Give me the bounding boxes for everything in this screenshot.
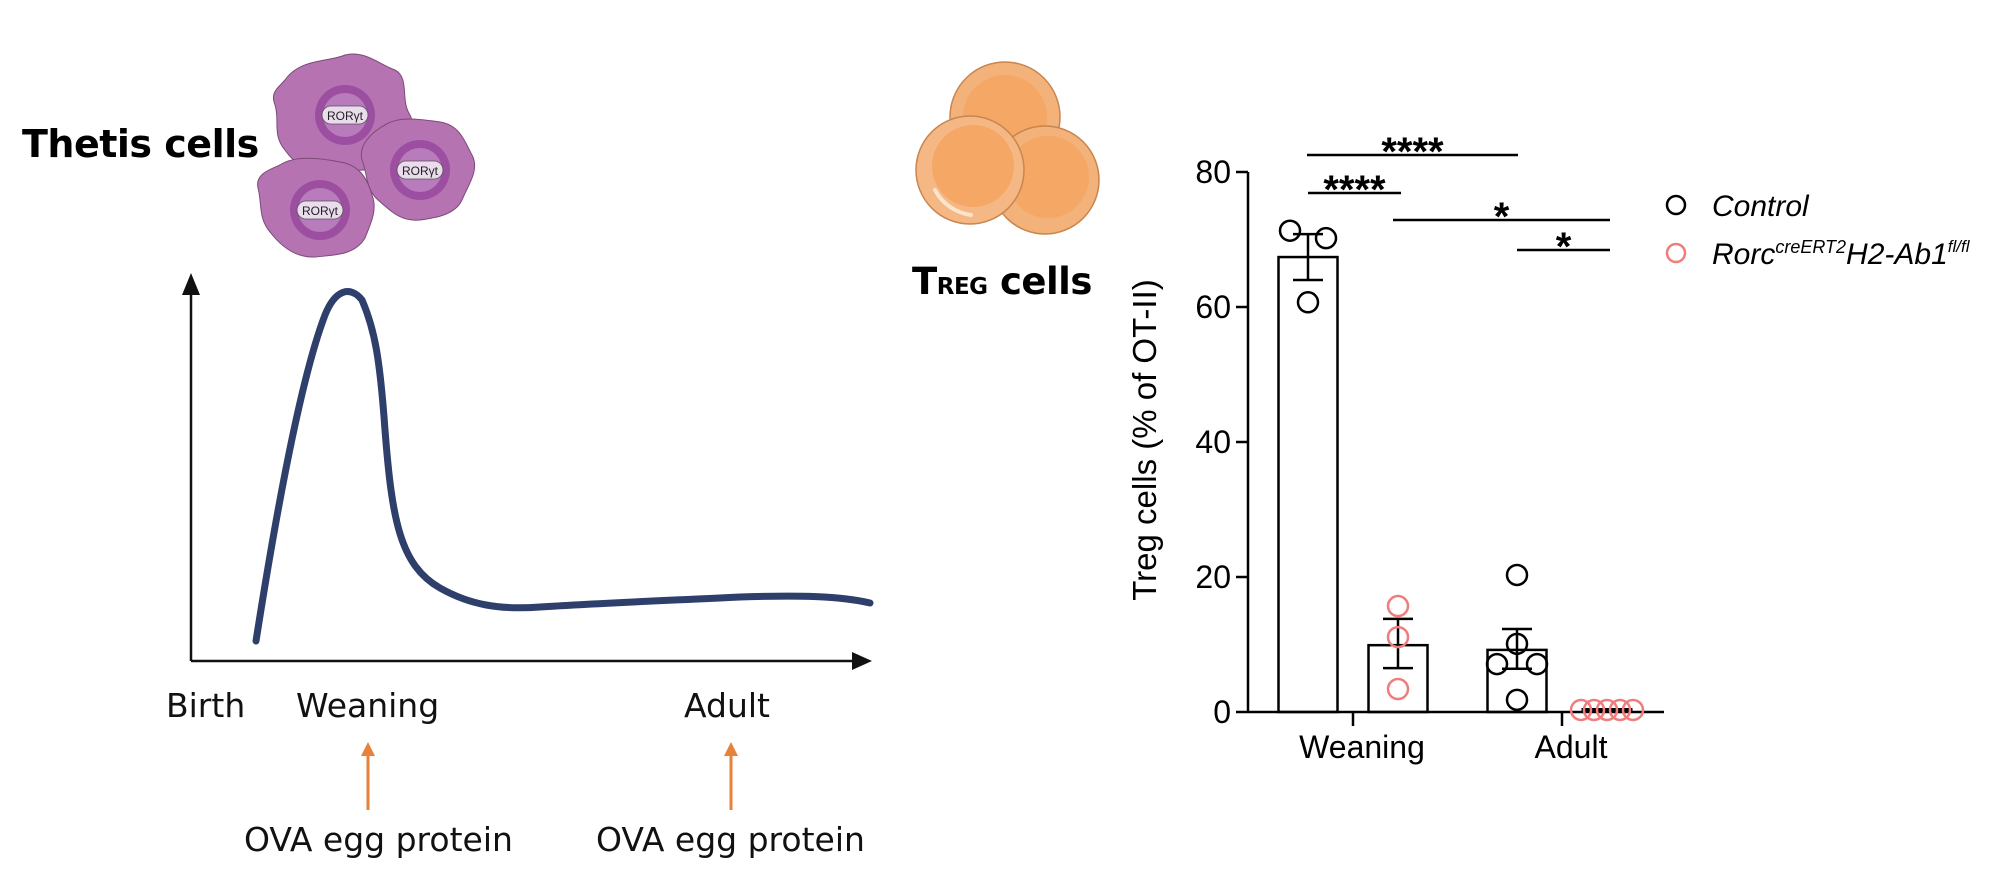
ova-arrow-weaning-icon xyxy=(361,742,375,810)
data-point-control xyxy=(1505,632,1529,656)
ova-annotation-weaning: OVA egg protein xyxy=(244,820,513,859)
chart-legend: Control RorccreERT2H2-Ab1fl/fl xyxy=(1665,190,1971,271)
x-tick-label-weaning: Weaning xyxy=(1299,729,1425,765)
treg-title-t: T xyxy=(912,260,937,303)
x-axis-arrowhead-icon xyxy=(852,652,872,670)
legend-marker-knockout-icon xyxy=(1665,242,1687,264)
treg-cell-icon xyxy=(915,115,1025,225)
data-point-rorc xyxy=(1386,625,1410,649)
y-tick-label: 20 xyxy=(1195,559,1231,595)
treg-cells-illustration xyxy=(915,61,1100,235)
chart-bars xyxy=(1277,232,1633,714)
data-point-control xyxy=(1314,226,1338,250)
y-axis-arrowhead-icon xyxy=(182,273,200,295)
timeline-label-birth: Birth xyxy=(166,686,246,725)
y-tick-label: 40 xyxy=(1195,424,1231,460)
chart-points xyxy=(1278,219,1645,722)
data-point-rorc xyxy=(1608,698,1632,722)
data-point-control xyxy=(1485,652,1509,676)
rorgt-label: RORγt xyxy=(302,204,339,218)
y-tick-label: 0 xyxy=(1213,694,1231,730)
significance-brackets: ********** xyxy=(1307,130,1610,269)
data-point-rorc xyxy=(1621,698,1645,722)
data-point-control xyxy=(1505,563,1529,587)
significance-label: * xyxy=(1494,195,1510,239)
thetis-cells-title: Thetis cells xyxy=(22,122,259,166)
legend-label-knockout: RorccreERT2H2-Ab1fl/fl xyxy=(1712,237,1971,271)
data-point-control xyxy=(1505,688,1529,712)
x-tick-label-adult: Adult xyxy=(1535,729,1608,765)
y-tick-label: 80 xyxy=(1195,154,1231,190)
rorgt-label: RORγt xyxy=(327,109,364,123)
chart-axes: 0 20 40 60 80 Weaning Adult xyxy=(1195,154,1664,765)
bar-control-weaning xyxy=(1277,255,1339,714)
treg-title-subscript: REG xyxy=(936,274,988,300)
data-point-rorc xyxy=(1582,698,1606,722)
legend-marker-control-icon xyxy=(1665,194,1687,216)
legend-label-control: Control xyxy=(1712,190,1810,223)
thetis-cells-illustration: RORγt RORγt RORγt xyxy=(257,53,476,258)
significance-label: **** xyxy=(1381,130,1444,174)
data-point-rorc xyxy=(1569,698,1593,722)
data-point-rorc xyxy=(1386,677,1410,701)
data-point-rorc xyxy=(1595,698,1619,722)
significance-label: **** xyxy=(1323,168,1386,212)
data-point-control xyxy=(1296,291,1320,314)
y-axis-label: Treg cells (% of OT-II) xyxy=(1126,279,1163,601)
data-point-control xyxy=(1525,652,1549,676)
data-point-control xyxy=(1278,219,1302,242)
thetis-abundance-curve xyxy=(252,288,874,645)
timeline-label-adult: Adult xyxy=(684,686,770,725)
timeline-label-weaning: Weaning xyxy=(296,686,440,725)
thetis-timeline-plot xyxy=(182,273,874,670)
data-point-rorc xyxy=(1386,594,1410,618)
ova-annotation-adult: OVA egg protein xyxy=(596,820,865,859)
thetis-cell-icon: RORγt xyxy=(257,157,375,258)
significance-label: * xyxy=(1556,225,1572,269)
treg-cells-title: TREG cells xyxy=(912,260,1092,303)
rorgt-label: RORγt xyxy=(402,164,439,178)
treg-title-rest: cells xyxy=(987,260,1092,303)
ova-arrows xyxy=(361,742,738,810)
thetis-cell-icon: RORγt xyxy=(360,118,476,221)
y-tick-label: 60 xyxy=(1195,289,1231,325)
ova-arrow-adult-icon xyxy=(724,742,738,810)
